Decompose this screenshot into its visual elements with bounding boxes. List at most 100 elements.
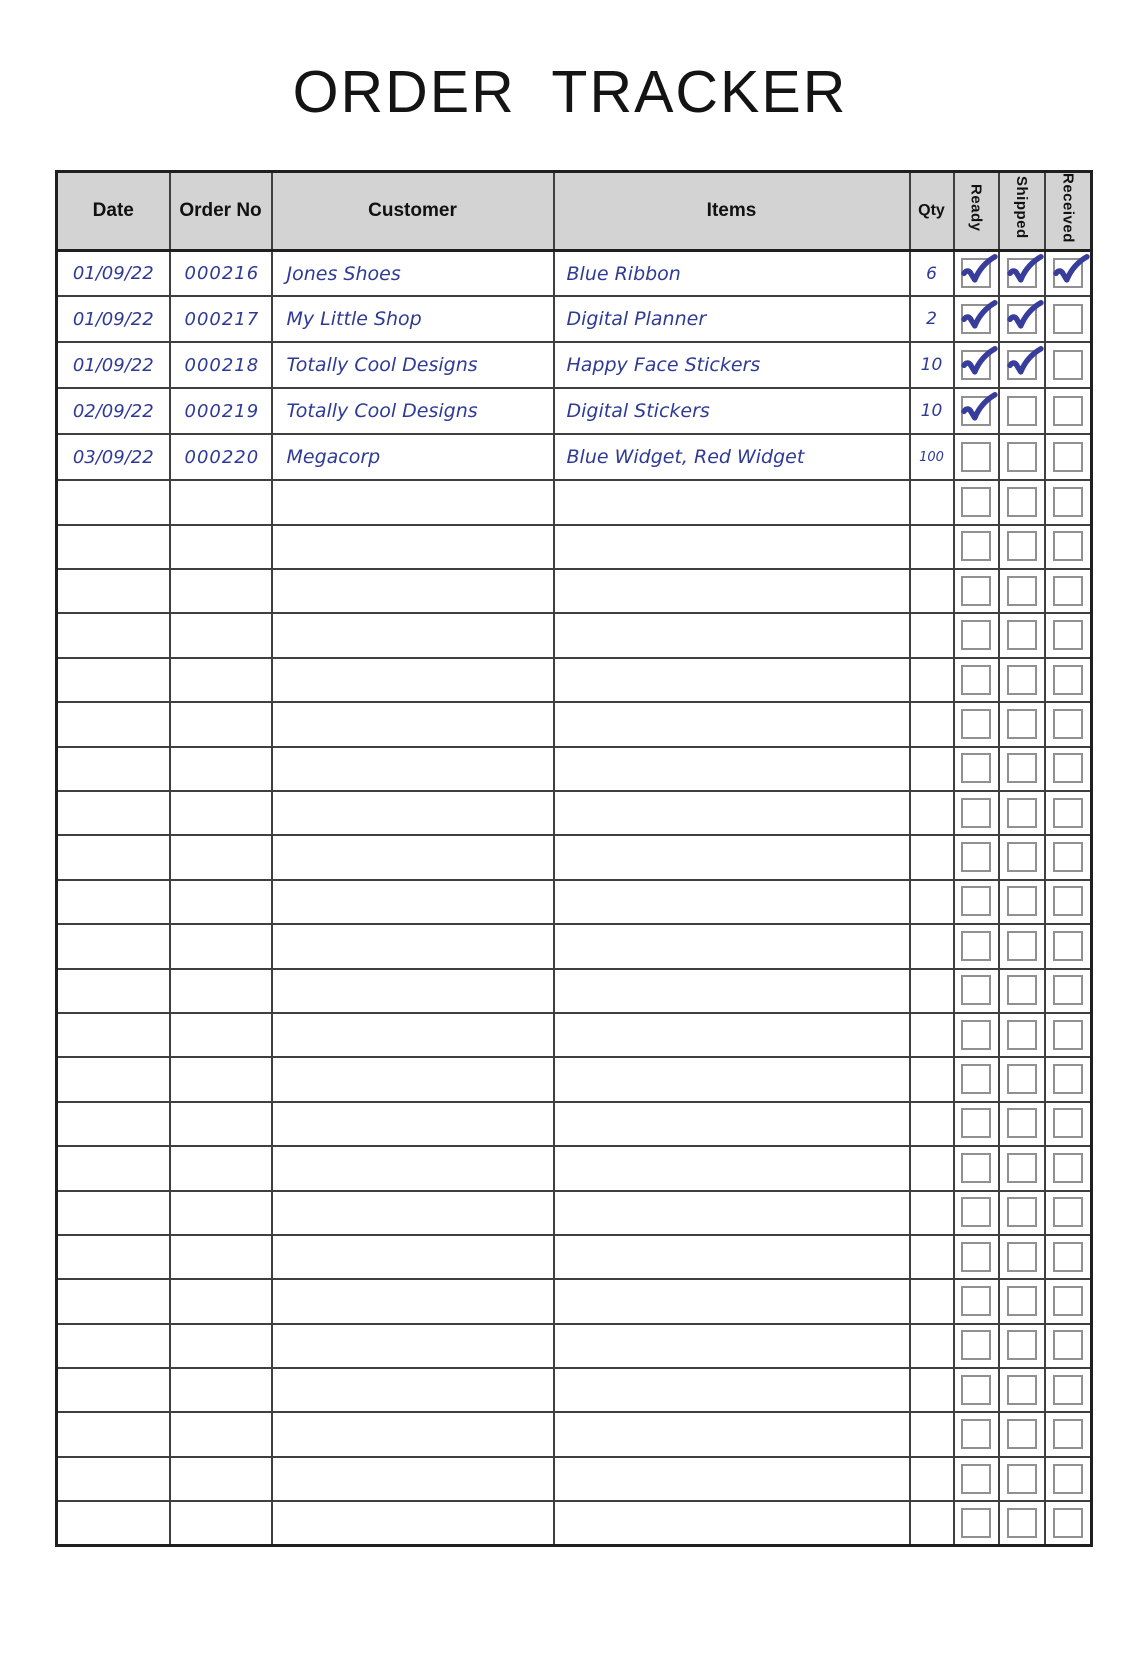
- received-checkbox[interactable]: [1052, 975, 1083, 1006]
- shipped-checkbox[interactable]: [1006, 575, 1037, 606]
- shipped-checkbox[interactable]: [1006, 1019, 1037, 1050]
- shipped-checkbox[interactable]: [1006, 486, 1037, 517]
- ready-checkbox[interactable]: [961, 1507, 991, 1538]
- cell-ready: [952, 701, 1000, 748]
- received-checkbox[interactable]: [1052, 1241, 1083, 1272]
- shipped-checkbox[interactable]: [1006, 753, 1037, 784]
- received-checkbox[interactable]: [1052, 303, 1083, 334]
- ready-checkbox[interactable]: [961, 345, 997, 380]
- ready-checkbox[interactable]: [961, 620, 991, 651]
- ready-checkbox[interactable]: [961, 1285, 991, 1316]
- shipped-checkbox[interactable]: [1006, 975, 1037, 1006]
- shipped-checkbox[interactable]: [1006, 1285, 1037, 1316]
- received-checkbox[interactable]: [1052, 486, 1083, 517]
- shipped-checkbox[interactable]: [1006, 842, 1037, 873]
- ready-checkbox[interactable]: [961, 1197, 991, 1228]
- received-checkbox[interactable]: [1052, 254, 1090, 289]
- ready-checkbox[interactable]: [961, 1463, 991, 1494]
- shipped-checkbox[interactable]: [1006, 1330, 1037, 1361]
- shipped-checkbox[interactable]: [1006, 620, 1037, 651]
- ready-checkbox[interactable]: [961, 531, 991, 562]
- ready-checkbox[interactable]: [961, 254, 997, 289]
- table-row: [55, 1322, 1093, 1370]
- received-checkbox[interactable]: [1052, 1463, 1083, 1494]
- received-checkbox[interactable]: [1052, 1374, 1083, 1405]
- ready-checkbox[interactable]: [961, 441, 991, 472]
- ready-checkbox[interactable]: [961, 1330, 991, 1361]
- received-checkbox[interactable]: [1052, 441, 1083, 472]
- cell-received: [1043, 789, 1093, 837]
- ready-checkbox[interactable]: [961, 708, 991, 739]
- ready-checkbox[interactable]: [961, 575, 991, 606]
- ready-checkbox[interactable]: [961, 1241, 991, 1272]
- table-row: [55, 1100, 1093, 1148]
- received-checkbox[interactable]: [1052, 797, 1083, 828]
- received-checkbox[interactable]: [1052, 1064, 1083, 1095]
- received-checkbox[interactable]: [1052, 349, 1083, 380]
- shipped-checkbox[interactable]: [1006, 299, 1043, 334]
- shipped-checkbox[interactable]: [1006, 441, 1037, 472]
- cell-qty: [908, 1100, 955, 1148]
- ready-checkbox[interactable]: [961, 930, 991, 961]
- cell-received: [1043, 387, 1093, 436]
- shipped-checkbox[interactable]: [1006, 254, 1043, 289]
- received-checkbox[interactable]: [1052, 395, 1083, 426]
- shipped-checkbox[interactable]: [1006, 1108, 1037, 1139]
- ready-checkbox[interactable]: [961, 842, 991, 873]
- received-checkbox[interactable]: [1052, 531, 1083, 562]
- ready-checkbox[interactable]: [961, 1419, 991, 1450]
- ready-checkbox[interactable]: [961, 664, 991, 695]
- shipped-checkbox[interactable]: [1006, 1374, 1037, 1405]
- ready-checkbox[interactable]: [961, 486, 991, 517]
- received-checkbox[interactable]: [1052, 1197, 1083, 1228]
- received-checkbox[interactable]: [1052, 1108, 1083, 1139]
- cell-qty: [908, 1278, 955, 1325]
- received-checkbox[interactable]: [1052, 620, 1083, 651]
- cell-date: [55, 1056, 171, 1103]
- received-checkbox[interactable]: [1052, 1019, 1083, 1050]
- received-checkbox[interactable]: [1052, 1285, 1083, 1316]
- shipped-checkbox[interactable]: [1006, 797, 1037, 828]
- received-checkbox[interactable]: [1052, 1419, 1083, 1450]
- shipped-checkbox[interactable]: [1006, 1463, 1037, 1494]
- ready-checkbox[interactable]: [961, 1064, 991, 1095]
- shipped-checkbox[interactable]: [1006, 1197, 1037, 1228]
- ready-checkbox[interactable]: [961, 753, 991, 784]
- cell-order-no: [168, 1500, 273, 1547]
- shipped-checkbox[interactable]: [1006, 664, 1037, 695]
- cell-order-no: [168, 1455, 273, 1503]
- received-checkbox[interactable]: [1052, 886, 1083, 917]
- shipped-checkbox[interactable]: [1006, 1152, 1037, 1183]
- ready-checkbox[interactable]: [961, 886, 991, 917]
- shipped-checkbox[interactable]: [1006, 1064, 1037, 1095]
- ready-checkbox[interactable]: [961, 299, 997, 334]
- shipped-checkbox[interactable]: [1006, 708, 1037, 739]
- ready-checkbox[interactable]: [961, 975, 991, 1006]
- received-checkbox[interactable]: [1052, 1507, 1083, 1538]
- ready-checkbox[interactable]: [961, 1019, 991, 1050]
- ready-checkbox[interactable]: [961, 1152, 991, 1183]
- received-checkbox[interactable]: [1052, 1330, 1083, 1361]
- ready-checkbox[interactable]: [961, 797, 991, 828]
- received-checkbox[interactable]: [1052, 575, 1083, 606]
- ready-checkbox[interactable]: [961, 391, 997, 426]
- shipped-checkbox[interactable]: [1006, 531, 1037, 562]
- cell-qty: [908, 701, 955, 748]
- received-checkbox[interactable]: [1052, 842, 1083, 873]
- shipped-checkbox[interactable]: [1006, 1507, 1037, 1538]
- shipped-checkbox[interactable]: [1006, 1419, 1037, 1450]
- received-checkbox[interactable]: [1052, 1152, 1083, 1183]
- cell-date: 01/09/22: [55, 341, 171, 390]
- received-checkbox[interactable]: [1052, 708, 1083, 739]
- ready-checkbox[interactable]: [961, 1374, 991, 1405]
- received-checkbox[interactable]: [1052, 930, 1083, 961]
- cell-shipped: [997, 1500, 1046, 1547]
- shipped-checkbox[interactable]: [1006, 345, 1043, 380]
- shipped-checkbox[interactable]: [1006, 1241, 1037, 1272]
- received-checkbox[interactable]: [1052, 664, 1083, 695]
- shipped-checkbox[interactable]: [1006, 930, 1037, 961]
- received-checkbox[interactable]: [1052, 753, 1083, 784]
- shipped-checkbox[interactable]: [1006, 395, 1037, 426]
- shipped-checkbox[interactable]: [1006, 886, 1037, 917]
- ready-checkbox[interactable]: [961, 1108, 991, 1139]
